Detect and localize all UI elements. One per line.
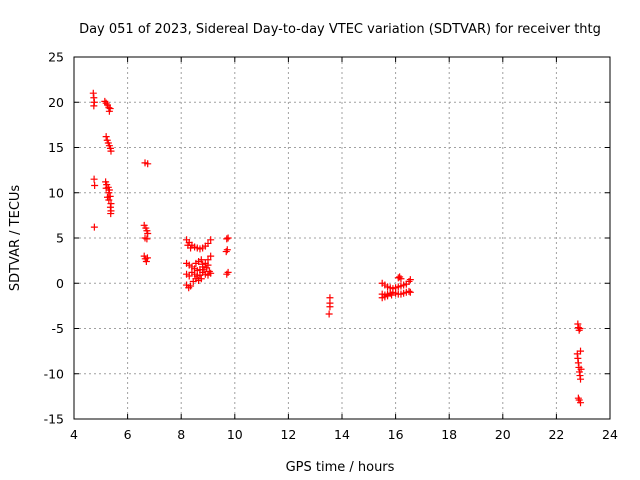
data-point (144, 160, 152, 168)
data-point (577, 399, 585, 407)
data-point (91, 182, 99, 190)
data-point (102, 133, 110, 141)
data-point (90, 102, 98, 110)
data-point (223, 270, 231, 278)
x-tick-label: 16 (388, 427, 404, 442)
x-tick-label: 20 (495, 427, 511, 442)
data-point (90, 175, 98, 183)
y-tick-label: -10 (44, 366, 64, 381)
grid-lines (74, 57, 610, 419)
data-point (223, 235, 231, 243)
y-tick-label: 5 (56, 231, 64, 246)
data-point (144, 229, 152, 237)
y-tick-label: -15 (44, 412, 64, 427)
x-tick-label: 12 (280, 427, 296, 442)
x-tick-label: 22 (548, 427, 564, 442)
data-point (142, 258, 150, 266)
data-point (406, 288, 414, 296)
axis-ticks: 4 6 8 10 12 14 16 18 20 22 24 -15 -10 -5 0 5 10 15 20 25 (44, 50, 618, 443)
data-point (207, 252, 215, 260)
data-point (90, 223, 98, 231)
x-tick-label: 6 (124, 427, 132, 442)
data-point (577, 375, 585, 383)
data-point (197, 256, 205, 264)
data-point (325, 310, 333, 318)
data-point (384, 292, 392, 300)
data-point (396, 273, 404, 281)
data-point (405, 287, 413, 295)
data-point (397, 275, 405, 283)
y-tick-label: 25 (48, 50, 64, 65)
data-point (576, 325, 584, 332)
data-point (204, 239, 212, 247)
data-point (224, 234, 232, 242)
x-tick-label: 10 (227, 427, 243, 442)
data-point (187, 282, 195, 290)
x-tick-label: 4 (70, 427, 78, 442)
data-point (187, 244, 195, 252)
data-point (205, 267, 213, 275)
data-point (222, 248, 230, 256)
x-tick-label: 18 (441, 427, 457, 442)
data-point (224, 268, 232, 276)
y-tick-label: 0 (56, 276, 64, 291)
data-point (105, 189, 113, 197)
data-point (102, 184, 110, 192)
data-point (192, 275, 200, 283)
data-point (577, 347, 585, 355)
data-point (143, 235, 151, 243)
data-point (107, 210, 115, 218)
data-point (406, 276, 414, 284)
x-tick-label: 24 (602, 427, 618, 442)
y-axis-label: SDTVAR / TECUs (8, 185, 23, 292)
data-point (326, 303, 334, 311)
data-point (388, 291, 396, 299)
data-points (89, 89, 585, 407)
data-point (577, 365, 585, 373)
data-point (204, 261, 212, 269)
data-point (207, 236, 215, 244)
data-point (104, 193, 111, 201)
y-tick-label: 15 (48, 140, 64, 155)
data-point (223, 246, 231, 254)
x-tick-label: 8 (177, 427, 185, 442)
chart-title: Day 051 of 2023, Sidereal Day-to-day VTE… (79, 22, 601, 37)
y-tick-label: -5 (52, 321, 64, 336)
x-axis-label: GPS time / hours (286, 460, 395, 475)
data-point (185, 272, 193, 280)
y-tick-label: 20 (48, 95, 64, 110)
plot-frame (73, 56, 611, 420)
data-point (143, 254, 151, 262)
y-tick-label: 10 (48, 185, 64, 200)
x-tick-label: 14 (334, 427, 350, 442)
data-point (199, 260, 207, 268)
data-point (107, 147, 115, 155)
data-point (105, 107, 113, 115)
